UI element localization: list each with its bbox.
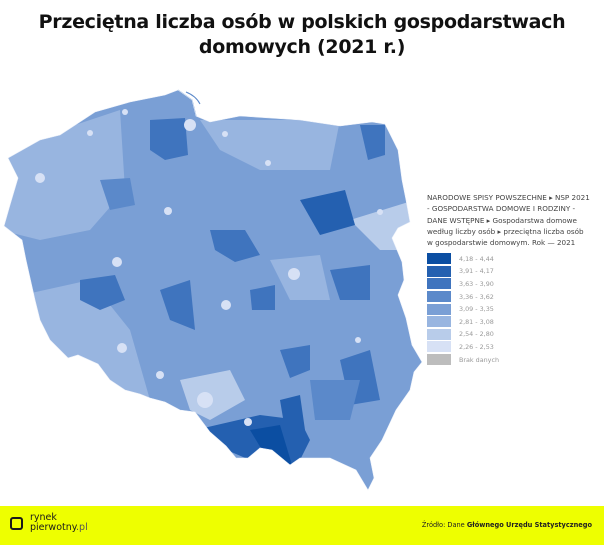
legend-item: Brak danych <box>427 353 602 366</box>
legend-item: 2,81 - 3,08 <box>427 315 602 328</box>
legend-swatch <box>427 354 451 366</box>
legend-swatch <box>427 278 451 290</box>
legend-label: 2,54 - 2,80 <box>459 330 494 339</box>
source-institution: Głównego Urzędu Statystycznego <box>466 521 592 529</box>
legend-label: 3,63 - 3,90 <box>459 279 494 288</box>
legend-label: 2,26 - 2,53 <box>459 342 494 351</box>
legend-title: NARODOWE SPISY POWSZECHNE ▸ NSP 2021 - G… <box>427 192 602 248</box>
legend-item: 2,26 - 2,53 <box>427 341 602 354</box>
logo-line-1: rynek <box>30 512 57 523</box>
logo-suffix: .pl <box>76 522 88 533</box>
source-prefix: Źródło: Dane <box>421 521 467 529</box>
legend-item: 3,09 - 3,35 <box>427 303 602 316</box>
legend-title-line: według liczby osób ▸ przeciętna liczba o… <box>427 226 584 236</box>
logo-line-2: pierwotny <box>30 522 77 533</box>
legend-label: 3,36 - 3,62 <box>459 292 494 301</box>
legend-swatch <box>427 328 451 340</box>
legend-title-line: - GOSPODARSTWA DOMOWE I RODZINY - <box>427 204 576 214</box>
legend-swatch <box>427 291 451 303</box>
legend-item: 3,63 - 3,90 <box>427 278 602 291</box>
legend-label: 4,18 - 4,44 <box>459 254 494 263</box>
legend-items: 4,18 - 4,44 3,91 - 4,17 3,63 - 3,90 3,36 - … <box>427 252 602 366</box>
logo-text: rynek pierwotny.pl <box>30 513 88 533</box>
legend-item: 3,91 - 4,17 <box>427 265 602 278</box>
legend-label: Brak danych <box>459 355 500 364</box>
legend-item: 3,36 - 3,62 <box>427 290 602 303</box>
legend-swatch <box>427 316 451 328</box>
map-legend: NARODOWE SPISY POWSZECHNE ▸ NSP 2021 - G… <box>427 192 602 366</box>
legend-title-line: DANE WSTĘPNE ▸ Gospodarstwa domowe <box>427 215 577 225</box>
footer-bar: rynek pierwotny.pl Źródło: Dane Głównego… <box>0 506 604 545</box>
title-line-1: Przeciętna liczba osób w polskich gospod… <box>38 11 566 33</box>
poland-choropleth-map <box>3 89 423 491</box>
chart-title: Przeciętna liczba osób w polskich gospod… <box>0 10 604 60</box>
legend-label: 2,81 - 3,08 <box>459 317 494 326</box>
legend-title-line: w gospodarstwie domowym. Rok — 2021 <box>427 238 576 248</box>
legend-swatch <box>427 265 451 277</box>
legend-swatch <box>427 303 451 315</box>
rynekpierwotny-logo[interactable]: rynek pierwotny.pl <box>10 513 88 533</box>
legend-swatch <box>427 341 451 353</box>
legend-label: 3,91 - 4,17 <box>459 267 494 276</box>
legend-swatch <box>427 253 451 265</box>
logo-square-icon <box>10 516 23 530</box>
title-line-2: domowych (2021 r.) <box>198 36 406 58</box>
legend-title-line: NARODOWE SPISY POWSZECHNE ▸ NSP 2021 <box>427 193 590 202</box>
legend-item: 2,54 - 2,80 <box>427 328 602 341</box>
source-note: Źródło: Dane Głównego Urzędu Statystyczn… <box>422 521 592 529</box>
legend-item: 4,18 - 4,44 <box>427 252 602 265</box>
legend-label: 3,09 - 3,35 <box>459 305 494 314</box>
